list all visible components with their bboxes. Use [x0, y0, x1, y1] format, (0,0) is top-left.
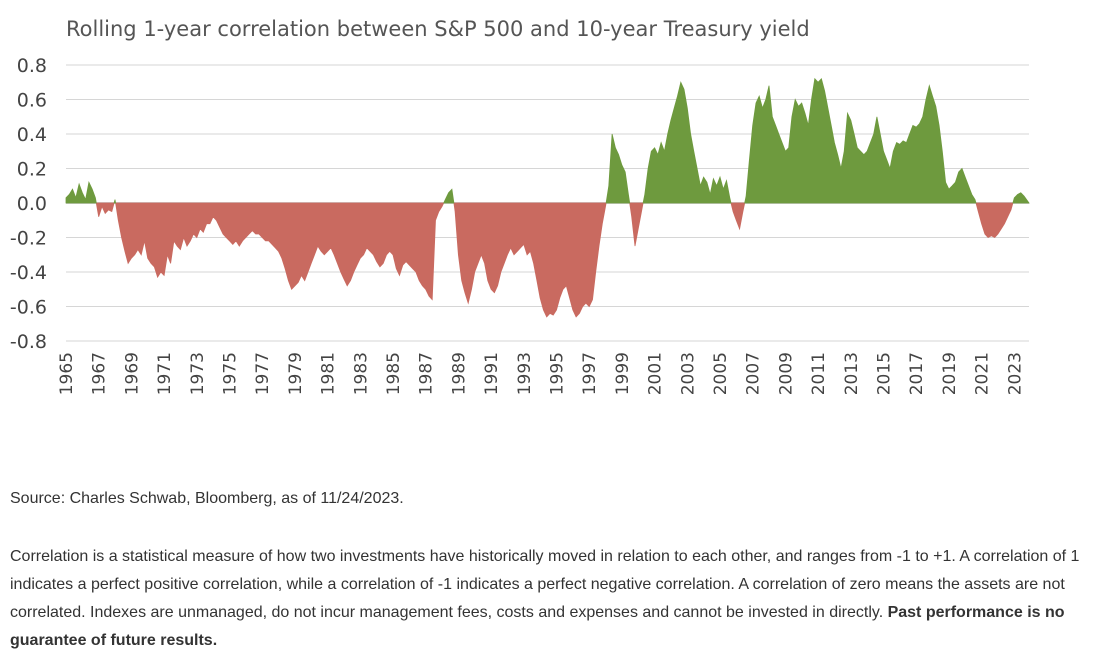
source-note: Source: Charles Schwab, Bloomberg, as of…: [10, 490, 404, 507]
x-tick-label: 1983: [351, 352, 371, 395]
x-tick-label: 2021: [973, 352, 993, 395]
x-tick-label: 2011: [809, 352, 829, 395]
x-tick-label: 2007: [744, 352, 764, 395]
y-tick-label: -0.2: [10, 228, 47, 250]
x-tick-label: 1969: [122, 352, 142, 395]
x-tick-label: 2017: [907, 352, 927, 395]
x-tick-label: 2009: [776, 352, 796, 395]
x-tick-label: 1975: [220, 352, 240, 395]
negative-correlation-area: [95, 202, 115, 217]
x-tick-label: 1967: [90, 352, 110, 395]
positive-correlation-area: [605, 133, 631, 204]
x-tick-label: 2015: [874, 352, 894, 395]
positive-correlation-area: [443, 188, 455, 204]
disclaimer-note: Correlation is a statistical measure of …: [10, 543, 1090, 655]
y-axis: 0.8 0.6 0.4 0.2 0.0 -0.2 -0.4 -0.6 -0.8: [10, 55, 47, 353]
x-tick-label: 1985: [384, 352, 404, 395]
correlation-area: [65, 77, 1030, 318]
negative-correlation-area: [730, 202, 746, 231]
y-tick-label: 0.6: [17, 90, 47, 112]
y-tick-label: -0.6: [10, 297, 47, 319]
y-tick-label: 0.4: [17, 124, 47, 146]
x-tick-label: 2003: [678, 352, 698, 395]
y-tick-label: -0.4: [10, 262, 47, 284]
x-tick-label: 1965: [57, 352, 77, 395]
negative-correlation-area: [453, 202, 607, 318]
positive-correlation-area: [1012, 192, 1030, 204]
correlation-chart: Rolling 1-year correlation between S&P 5…: [10, 17, 1030, 395]
negative-correlation-area: [629, 202, 644, 247]
x-tick-label: 1981: [319, 352, 339, 395]
negative-correlation-area: [975, 202, 1014, 238]
x-tick-label: 1995: [547, 352, 567, 395]
positive-correlation-area: [65, 181, 97, 204]
x-tick-label: 2023: [1005, 352, 1025, 395]
chart-title: Rolling 1-year correlation between S&P 5…: [66, 17, 810, 41]
negative-correlation-area: [115, 202, 445, 301]
disclaimer-bold-text: Past performance is no guarantee of futu…: [10, 604, 1065, 649]
positive-correlation-area: [113, 199, 117, 204]
y-tick-label: 0.2: [17, 159, 47, 181]
x-tick-label: 1979: [286, 352, 306, 395]
x-tick-label: 2019: [940, 352, 960, 395]
x-tick-label: 2013: [842, 352, 862, 395]
x-tick-label: 2001: [646, 352, 666, 395]
x-tick-label: 1991: [482, 352, 502, 395]
x-tick-label: 2005: [711, 352, 731, 395]
x-tick-label: 1971: [155, 352, 175, 395]
x-tick-label: 1973: [188, 352, 208, 395]
x-tick-label: 1987: [417, 352, 437, 395]
x-tick-label: 1999: [613, 352, 633, 395]
x-tick-label: 1993: [515, 352, 535, 395]
y-tick-label: -0.8: [10, 331, 47, 353]
y-tick-label: 0.8: [17, 55, 47, 77]
positive-correlation-area: [744, 77, 977, 204]
x-axis: 1965 1967 1969 1971 1973 1975 1977 1979 1981 1983…: [57, 352, 1025, 395]
x-tick-label: 1997: [580, 352, 600, 395]
x-tick-label: 1989: [449, 352, 469, 395]
positive-correlation-area: [642, 81, 732, 204]
disclaimer-text: Correlation is a statistical measure of …: [10, 548, 1080, 621]
y-tick-label: 0.0: [17, 193, 47, 215]
x-tick-label: 1977: [253, 352, 273, 395]
